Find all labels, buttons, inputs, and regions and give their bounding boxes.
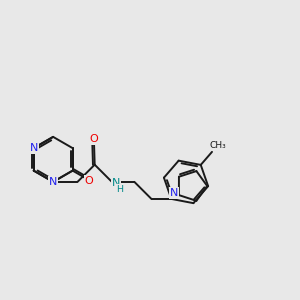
Text: N: N	[170, 188, 178, 198]
Text: N: N	[29, 143, 38, 153]
Text: CH₃: CH₃	[209, 141, 226, 150]
Text: N: N	[112, 178, 120, 188]
Text: H: H	[116, 184, 124, 194]
Text: N: N	[49, 177, 57, 187]
Text: O: O	[90, 134, 98, 144]
Text: O: O	[85, 176, 93, 186]
